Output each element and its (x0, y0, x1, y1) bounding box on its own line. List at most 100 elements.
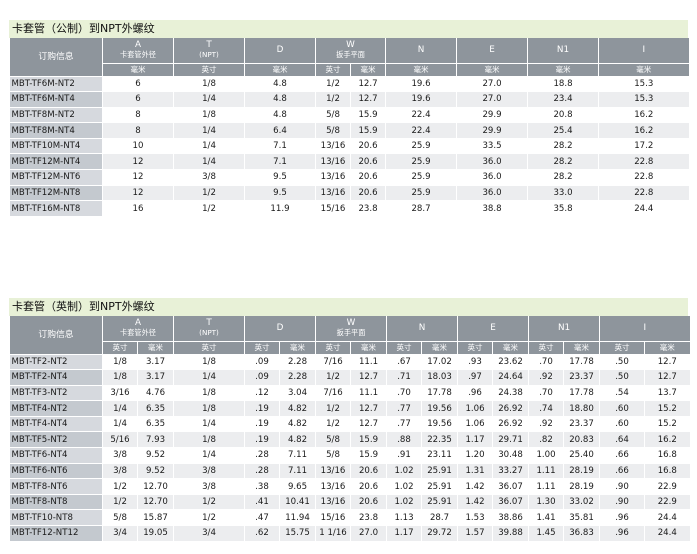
value-cell: 17.78 (421, 384, 458, 401)
value-cell: 12.7 (350, 400, 387, 417)
imperial-unit-cell: 毫米 (350, 340, 387, 354)
value-cell: 28.2 (527, 169, 599, 186)
order-code-cell: MBT-TF8-NT6 (9, 478, 103, 495)
value-cell: 5/8 (315, 447, 351, 464)
value-cell: .28 (244, 447, 280, 464)
value-cell: 1.17 (457, 431, 493, 448)
value-cell: 1/4 (173, 447, 245, 464)
value-cell: 23.11 (421, 447, 458, 464)
value-cell: 18.03 (421, 369, 458, 386)
value-cell: 22.8 (598, 184, 689, 201)
value-cell: 1.02 (386, 493, 422, 510)
value-cell: 13.7 (644, 384, 690, 401)
value-cell: 28.19 (563, 478, 600, 495)
value-cell: 1/2 (173, 200, 245, 216)
value-cell: 3/4 (173, 525, 245, 541)
table-row: MBT-TF12-NT12 3/4 19.05 3/4.62 15.75 1 1/16 27… (9, 525, 690, 541)
order-code-cell: MBT-TF10M-NT4 (9, 137, 103, 154)
table-row: MBT-TF10-NT8 5/8 15.87 1/2.47 11.94 15/16 23.8… (9, 509, 690, 526)
value-cell: 1/2 (173, 184, 245, 201)
imperial-header-a: A 卡套管外径 (101, 316, 174, 341)
value-cell: 15.3 (598, 91, 689, 108)
value-cell: 22.8 (598, 153, 689, 170)
value-cell: 1.06 (457, 415, 493, 432)
value-cell: .50 (599, 369, 645, 386)
value-cell: 15.9 (350, 431, 387, 448)
value-cell: 1 1/16 (315, 525, 351, 541)
metric-header-d: D (244, 38, 316, 63)
value-cell: 11.1 (350, 384, 387, 401)
value-cell: 1/8 (173, 431, 245, 448)
order-code-cell: MBT-TF4-NT4 (9, 415, 103, 432)
metric-header-i: I (598, 38, 689, 63)
value-cell: 1/2 (173, 493, 245, 510)
imperial-unit-cell: 英寸 (386, 340, 422, 354)
value-cell: 13/16 (315, 493, 351, 510)
value-cell: 1/2 (173, 509, 245, 526)
value-cell: .91 (386, 447, 422, 464)
order-code-cell: MBT-TF3-NT2 (9, 384, 103, 401)
imperial-section-title: 卡套管（英制）到NPT外螺纹 (9, 298, 688, 316)
value-cell: 4.8 (244, 91, 316, 108)
value-cell: 1/2 (315, 415, 351, 432)
value-cell: 20.8 (527, 106, 599, 123)
value-cell: 1/4 (173, 153, 245, 170)
value-cell: .97 (457, 369, 493, 386)
value-cell: 15.9 (349, 106, 386, 123)
value-cell: .70 (528, 384, 564, 401)
value-cell: 1/8 (173, 75, 245, 92)
value-cell: .90 (599, 478, 645, 495)
value-cell: 7.93 (136, 431, 174, 448)
value-cell: 20.6 (350, 462, 387, 479)
value-cell: 4.82 (279, 415, 316, 432)
value-cell: 15/16 (315, 200, 351, 216)
value-cell: 23.62 (492, 353, 529, 370)
value-cell: 1/2 (315, 369, 351, 386)
order-code-cell: MBT-TF6-NT6 (9, 462, 103, 479)
value-cell: 4.82 (279, 431, 316, 448)
value-cell: 25.40 (563, 447, 600, 464)
order-code-cell: MBT-TF12M-NT6 (9, 169, 103, 186)
value-cell: 1/4 (173, 369, 245, 386)
value-cell: 22.4 (385, 122, 457, 139)
value-cell: .41 (244, 493, 280, 510)
metric-unit-cell: 毫米 (385, 62, 457, 76)
table-row: MBT-TF2-NT4 1/8 3.17 1/4.09 2.28 1/2 12.7.71 18… (9, 369, 690, 386)
value-cell: 35.81 (563, 509, 600, 526)
metric-unit-cell: 毫米 (527, 62, 599, 76)
value-cell: 28.7 (385, 200, 457, 216)
value-cell: 10 (102, 137, 174, 154)
order-code-cell: MBT-TF12-NT12 (9, 525, 103, 541)
value-cell: 12.7 (349, 91, 386, 108)
value-cell: 38.8 (456, 200, 528, 216)
value-cell: 28.2 (527, 137, 599, 154)
value-cell: 4.8 (244, 75, 316, 92)
value-cell: 1/4 (173, 122, 245, 139)
value-cell: .19 (244, 400, 280, 417)
value-cell: .60 (599, 400, 645, 417)
order-code-cell: MBT-TF6M-NT4 (9, 91, 103, 108)
value-cell: 12.7 (644, 353, 690, 370)
value-cell: 25.9 (385, 137, 457, 154)
value-cell: .60 (599, 415, 645, 432)
value-cell: 33.02 (563, 493, 600, 510)
value-cell: .88 (386, 431, 422, 448)
metric-unit-cell: 毫米 (598, 62, 689, 76)
value-cell: 19.56 (421, 415, 458, 432)
value-cell: 24.4 (598, 200, 689, 216)
value-cell: 28.19 (563, 462, 600, 479)
value-cell: 5/16 (102, 431, 138, 448)
value-cell: 12 (102, 153, 174, 170)
value-cell: 1/2 (315, 400, 351, 417)
imperial-unit-cell: 毫米 (279, 340, 316, 354)
value-cell: 18.8 (527, 75, 599, 92)
value-cell: .47 (244, 509, 280, 526)
value-cell: 1/4 (173, 91, 245, 108)
imperial-unit-cell: 毫米 (563, 340, 600, 354)
order-code-cell: MBT-TF16M-NT8 (9, 200, 103, 216)
table-row: MBT-TF2-NT2 1/8 3.17 1/8.09 2.28 7/16 11.1.67 1… (9, 353, 690, 370)
value-cell: .09 (244, 353, 280, 370)
value-cell: .38 (244, 478, 280, 495)
value-cell: 3.17 (136, 369, 174, 386)
value-cell: 11.9 (244, 200, 316, 216)
